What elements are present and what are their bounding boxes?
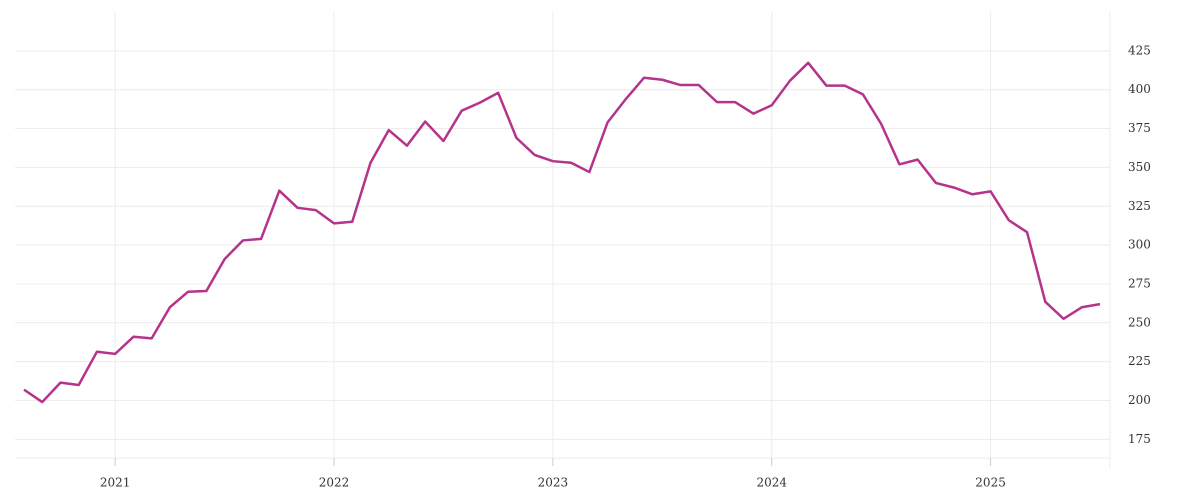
y-tick-label: 275 — [1128, 276, 1151, 290]
y-tick-label: 425 — [1128, 43, 1151, 57]
y-tick-label: 175 — [1128, 432, 1151, 446]
x-tick-label: 2021 — [100, 476, 131, 490]
y-tick-label: 400 — [1128, 82, 1151, 96]
y-tick-label: 225 — [1128, 354, 1151, 368]
y-tick-label: 350 — [1128, 160, 1151, 174]
y-tick-label: 325 — [1128, 199, 1151, 213]
x-tick-label: 2025 — [975, 476, 1006, 490]
y-tick-label: 375 — [1128, 121, 1151, 135]
x-tick-label: 2022 — [319, 476, 350, 490]
data-line — [23, 61, 1101, 404]
y-tick-label: 250 — [1128, 315, 1151, 329]
y-tick-label: 300 — [1128, 238, 1151, 252]
x-tick-label: 2024 — [756, 476, 787, 490]
y-tick-label: 200 — [1128, 393, 1151, 407]
x-tick-label: 2023 — [538, 476, 569, 490]
